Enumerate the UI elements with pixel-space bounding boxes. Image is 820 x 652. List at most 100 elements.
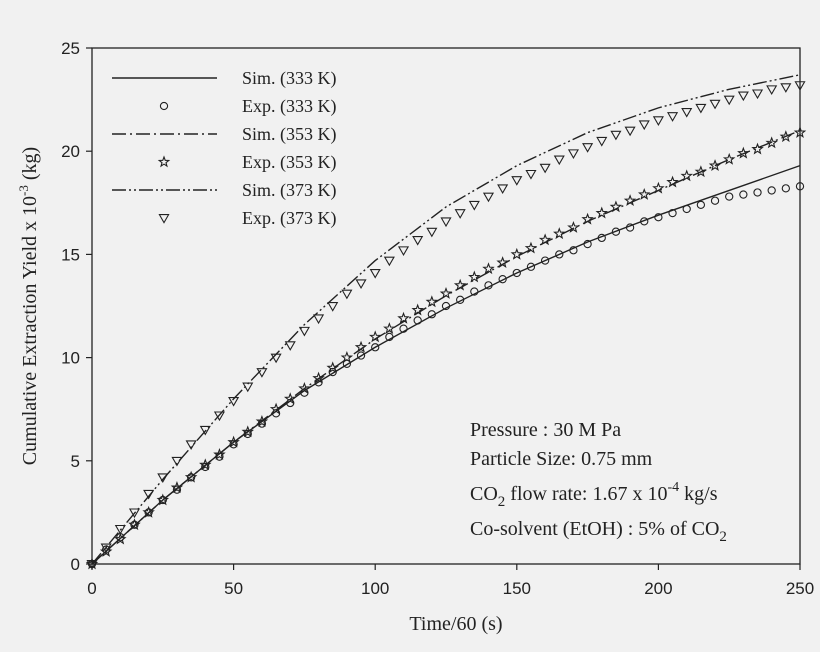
data-point — [454, 209, 466, 219]
data-point — [526, 262, 536, 271]
data-point — [722, 152, 736, 165]
data-point — [496, 256, 509, 268]
legend: Sim. (333 K) Exp. (333 K) Sim. (353 K) Exp.… — [112, 68, 337, 229]
legend-label: Exp. (353 K) — [242, 152, 336, 173]
data-point — [227, 435, 240, 448]
data-point — [385, 332, 394, 342]
data-point — [624, 126, 636, 137]
annotation-cosolvent-subscript: 2 — [719, 529, 727, 545]
data-point — [171, 456, 183, 467]
data-point — [341, 289, 353, 300]
data-point — [767, 186, 776, 195]
ticks-layer: 0 50 100 150 200 250 0 5 10 15 20 25 — [61, 39, 814, 598]
annotation-flow-exponent: -4 — [667, 480, 679, 495]
data-point — [681, 108, 693, 118]
data-point — [609, 200, 623, 213]
data-point — [567, 220, 580, 233]
data-point — [539, 163, 551, 174]
data-point — [468, 200, 480, 211]
data-point — [694, 165, 708, 178]
data-point — [412, 236, 424, 246]
legend-item-sim-353-k: Sim. (353 K) — [112, 124, 337, 145]
annotation-flow-rate: CO2 flow rate: 1.67 x 10-4 kg/s — [470, 480, 718, 510]
data-point — [625, 223, 635, 232]
data-point — [524, 241, 538, 254]
legend-item-sim-373-k: Sim. (373 K) — [112, 180, 337, 201]
y-tick-label: 10 — [61, 349, 80, 368]
y-tick-label: 5 — [71, 452, 80, 471]
data-point — [723, 95, 735, 106]
data-point — [766, 85, 778, 95]
data-point — [667, 112, 679, 122]
data-point — [411, 303, 424, 316]
data-point — [327, 302, 339, 312]
data-point — [143, 489, 155, 500]
legend-label: Sim. (353 K) — [242, 124, 337, 145]
data-point — [484, 281, 493, 290]
data-point — [497, 184, 509, 195]
data-point — [283, 392, 297, 405]
annotation-flow-prefix: CO — [470, 483, 498, 505]
data-point — [652, 116, 664, 126]
data-point — [682, 204, 691, 214]
data-point — [638, 120, 650, 131]
data-point — [228, 396, 240, 407]
plot-frame — [91, 47, 801, 565]
data-point — [725, 192, 734, 201]
data-point — [413, 316, 422, 325]
data-point — [510, 247, 524, 260]
data-point — [456, 295, 465, 304]
legend-marker-swatch — [158, 214, 170, 224]
data-point — [610, 130, 622, 141]
data-point — [668, 208, 677, 218]
conditions-annotation: Pressure : 30 M Pa Particle Size: 0.75 m… — [470, 419, 727, 545]
data-point — [213, 448, 226, 460]
x-tick-label: 150 — [503, 579, 531, 598]
data-point — [737, 146, 750, 159]
series-line-sim-373-k — [91, 74, 801, 565]
data-point — [440, 217, 452, 228]
data-point — [354, 340, 368, 353]
data-point — [328, 367, 337, 377]
data-point — [666, 175, 679, 188]
data-point — [680, 169, 693, 182]
legend-item-exp-373-k: Exp. (373 K) — [158, 208, 336, 229]
data-point — [753, 188, 762, 197]
data-point — [199, 458, 212, 471]
annotation-particle-size: Particle Size: 0.75 mm — [470, 448, 653, 470]
data-point — [468, 270, 481, 283]
legend-marker-swatch — [159, 101, 169, 111]
data-point — [737, 91, 749, 102]
y-axis-label-exponent: -3 — [16, 185, 31, 196]
data-point — [425, 295, 439, 308]
data-point — [313, 314, 325, 325]
data-point — [654, 213, 663, 222]
data-point — [640, 217, 649, 226]
data-point — [709, 99, 721, 110]
data-point — [780, 83, 792, 93]
data-point — [156, 493, 170, 506]
data-point — [427, 310, 436, 319]
annotation-cosolvent-prefix: Co-solvent (EtOH) : 5% of CO — [470, 518, 719, 540]
legend-label: Exp. (373 K) — [242, 208, 336, 229]
data-point — [286, 398, 295, 408]
data-point — [128, 518, 141, 531]
y-tick-label: 20 — [61, 142, 80, 161]
data-point — [751, 89, 764, 100]
data-point — [298, 381, 311, 394]
data-point — [199, 425, 211, 436]
data-point — [371, 343, 380, 352]
legend-label: Sim. (333 K) — [242, 68, 337, 89]
data-point — [751, 142, 764, 155]
data-point — [298, 326, 310, 337]
x-axis-label: Time/60 (s) — [409, 613, 502, 635]
y-tick-label: 25 — [61, 39, 80, 58]
data-point — [553, 227, 566, 240]
y-tick-label: 0 — [71, 555, 80, 574]
y-tick-label: 15 — [61, 245, 80, 264]
x-tick-label: 200 — [644, 579, 672, 598]
data-point — [553, 155, 565, 166]
data-point — [525, 169, 537, 180]
data-point — [540, 256, 550, 265]
